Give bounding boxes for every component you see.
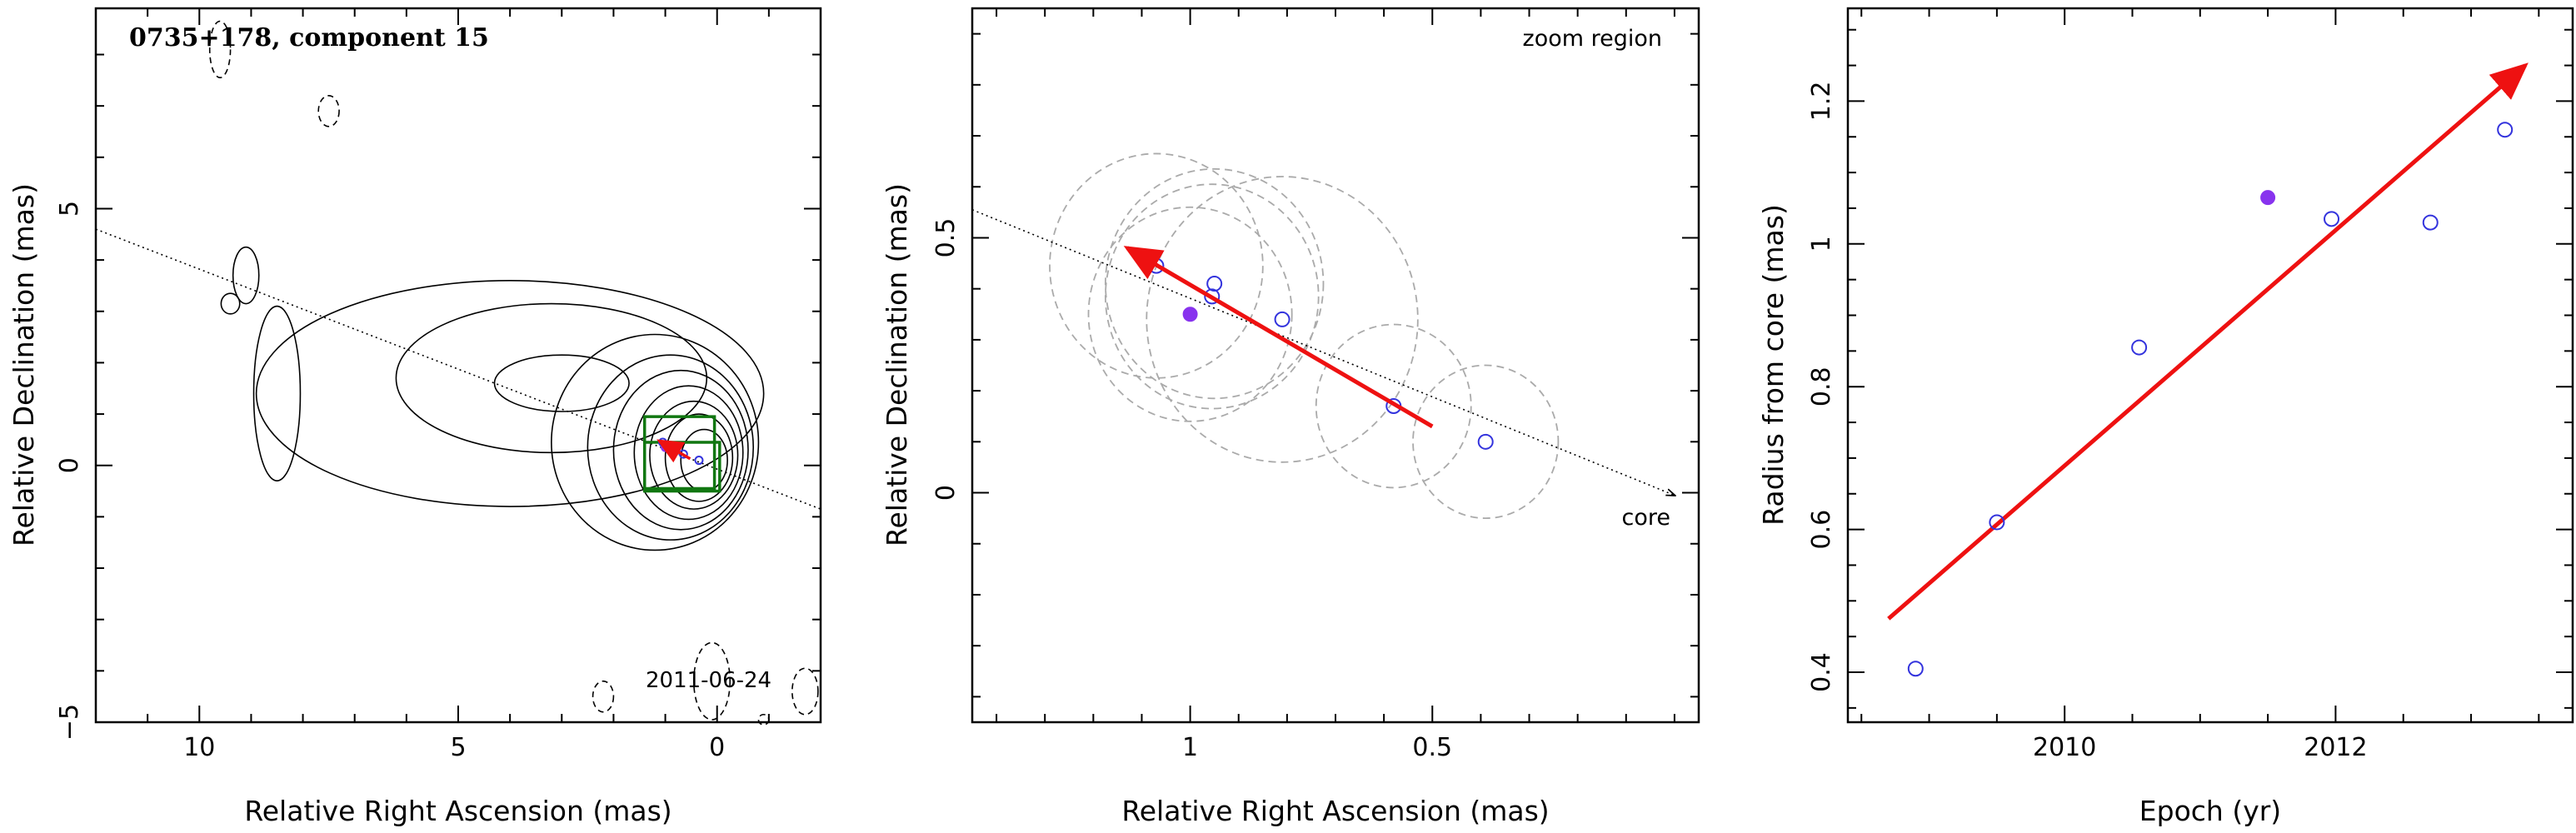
core-contour-line [649, 400, 739, 510]
core-label: core [1622, 505, 1670, 531]
zoom-region-axes: 1 0.5 0 0.5 [931, 8, 1699, 762]
uncertainty-circle [1087, 206, 1293, 422]
filled-data-point [1182, 307, 1198, 322]
contour-map-panel: 10 5 0 −5 0 5 0735+178, component 15 2011-06-… [7, 7, 822, 827]
uncertainty-circle [1104, 183, 1320, 410]
zoom-region-panel: 1 0.5 0 0.5 zoom region core Relative Right… [881, 7, 1700, 827]
motion-arrow [1123, 246, 1434, 429]
y-tick-label: 0.6 [1807, 510, 1836, 550]
uncertainty-circle [1412, 364, 1560, 520]
y-tick-label: 1 [1807, 236, 1836, 252]
radius-epoch-x-axis-label: Epoch (yr) [2139, 795, 2281, 827]
contour-map-y-axis-label: Relative Declination (mas) [7, 183, 40, 546]
contour-line [232, 246, 260, 305]
y-tick-label: 1.2 [1807, 82, 1836, 122]
contour-map-x-axis-label: Relative Right Ascension (mas) [244, 795, 671, 827]
open-data-point [1274, 311, 1290, 327]
core-contour-line [612, 369, 749, 531]
contour-line [493, 354, 630, 412]
jet-axis-line [95, 228, 821, 510]
y-tick-label: 0.8 [1807, 367, 1836, 407]
y-tick-label: 0 [55, 457, 84, 473]
negative-contour-line [592, 680, 615, 713]
open-data-point [1204, 288, 1221, 305]
negative-contour-line [791, 667, 819, 716]
x-tick-label: 10 [183, 733, 215, 762]
radius-epoch-frame [1846, 7, 2574, 724]
contour-map-plot [95, 20, 821, 726]
zoom-region-frame [971, 7, 1700, 724]
contour-line [220, 292, 241, 315]
y-tick-label: 5 [55, 201, 84, 217]
x-tick-label: 2012 [2304, 733, 2367, 762]
uncertainty-circle [1146, 176, 1419, 463]
y-tick-label: −5 [55, 704, 84, 741]
x-tick-label: 5 [450, 733, 466, 762]
x-tick-label: 2010 [2033, 733, 2096, 762]
contour-line [255, 279, 765, 507]
radius-epoch-axes: 2010 2012 0.4 0.6 0.8 1 1.2 [1807, 8, 2573, 762]
fit-arrow [1887, 62, 2529, 621]
contour-map-axes: 10 5 0 −5 0 5 [55, 8, 821, 762]
motion-arrow [656, 439, 691, 463]
x-tick-label: 1 [1182, 733, 1198, 762]
contour-line [252, 305, 302, 482]
uncertainty-circle [1104, 167, 1325, 400]
jet-axis-line [971, 209, 1675, 496]
contour-map-date-label: 2011-06-24 [646, 668, 771, 693]
filled-data-point [2260, 190, 2276, 206]
radius-epoch-panel: 2010 2012 0.4 0.6 0.8 1 1.2 Epoch (yr) Radius … [1757, 7, 2574, 827]
radius-epoch-plot [1887, 62, 2529, 677]
x-tick-label: 0.5 [1412, 733, 1452, 762]
zoom-region-plot [971, 152, 1675, 520]
open-data-point [1907, 661, 1924, 677]
contour-map-frame [94, 7, 822, 724]
radius-epoch-y-axis-label: Radius from core (mas) [1757, 204, 1790, 526]
core-contour-line [587, 354, 755, 541]
core-contour-line [551, 333, 760, 551]
core-contour-line [633, 385, 744, 521]
zoom-region-y-axis-label: Relative Declination (mas) [881, 183, 913, 546]
uncertainty-circle [1315, 323, 1472, 489]
y-tick-label: 0.5 [931, 218, 961, 258]
negative-contour-line [208, 20, 232, 79]
negative-contour-line [692, 641, 731, 721]
open-data-point [1206, 276, 1223, 292]
y-tick-label: 0 [931, 485, 961, 501]
contour-map-title: 0735+178, component 15 [129, 23, 489, 52]
open-data-point [1989, 514, 2005, 531]
open-data-point [694, 456, 704, 466]
zoom-region-label: zoom region [1523, 26, 1662, 52]
open-data-point [2422, 214, 2439, 231]
open-data-point [2497, 122, 2514, 138]
open-data-point [2324, 211, 2340, 227]
zoom-region-x-axis-label: Relative Right Ascension (mas) [1121, 795, 1549, 827]
open-data-point [2131, 339, 2148, 356]
open-data-point [1477, 433, 1494, 450]
x-tick-label: 0 [709, 733, 725, 762]
negative-contour-line [317, 95, 340, 127]
y-tick-label: 0.4 [1807, 652, 1836, 692]
uncertainty-circle [1049, 152, 1264, 379]
